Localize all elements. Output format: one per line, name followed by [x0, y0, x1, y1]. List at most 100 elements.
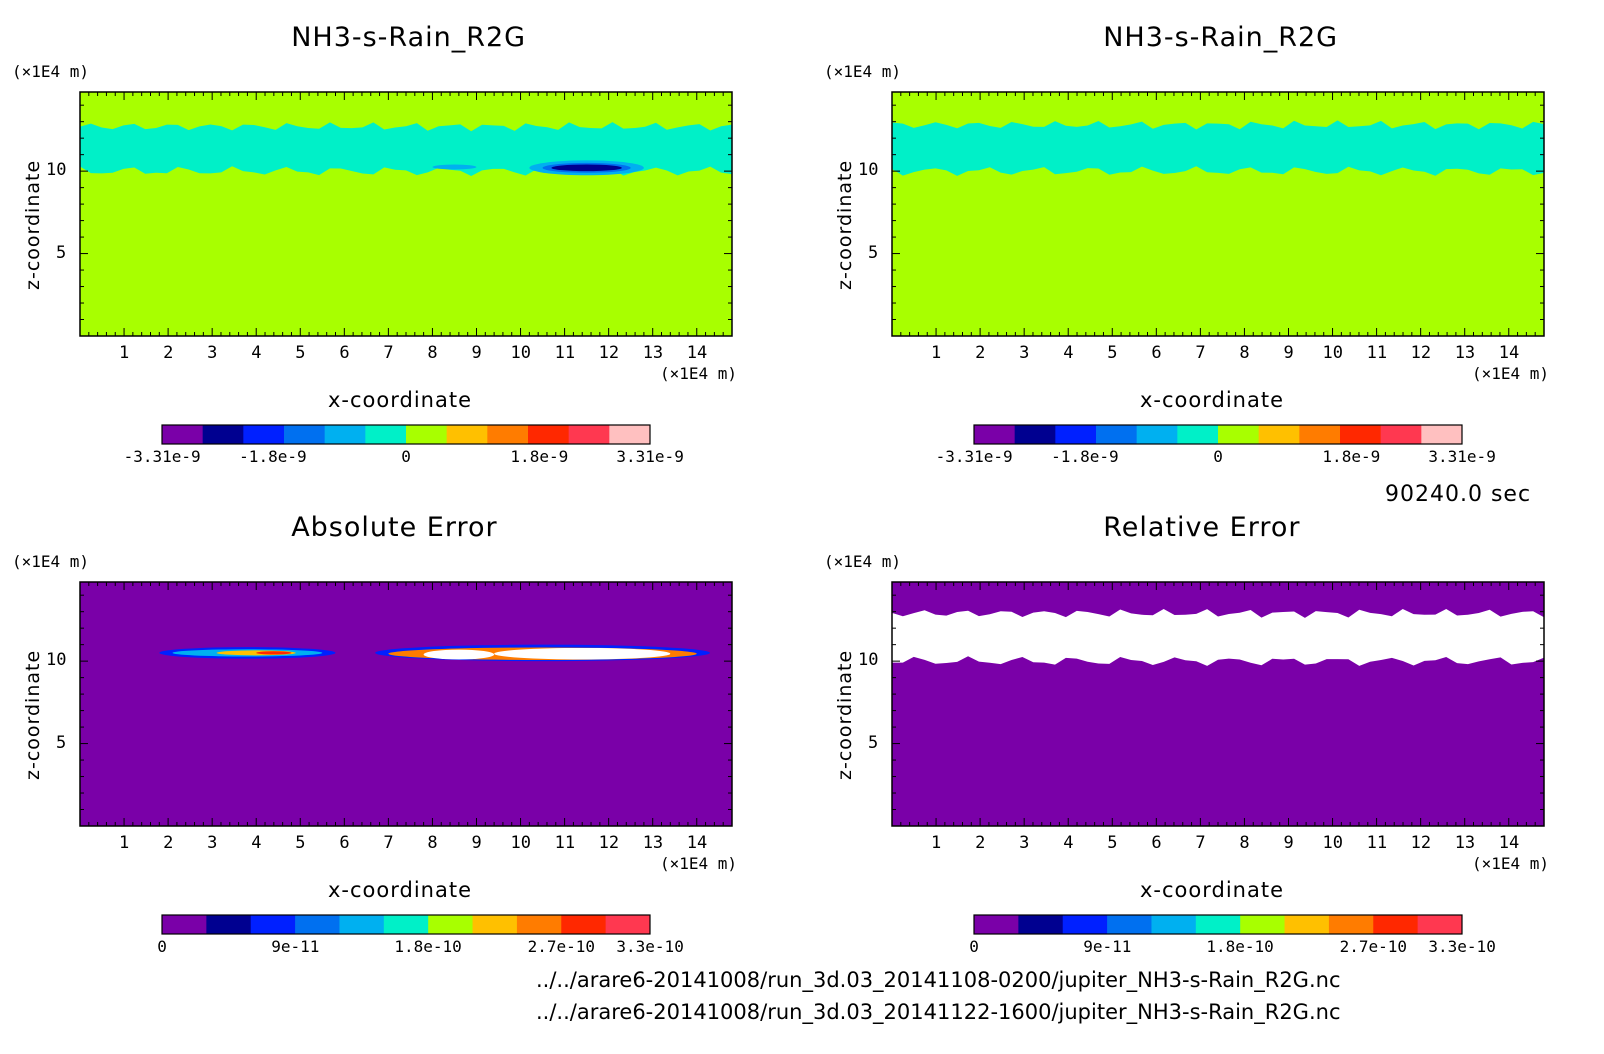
colorbar-swatch-navy	[206, 915, 252, 934]
x-tick-label: 9	[1283, 833, 1294, 853]
panel-title: Absolute Error	[291, 512, 498, 543]
colorbar-swatch-sky	[324, 425, 366, 444]
colorbar-swatch-red	[528, 425, 570, 444]
colorbar-label: 1.8e-10	[1206, 937, 1274, 956]
colorbar-label: 3.31e-9	[616, 447, 684, 466]
x-axis-label: x-coordinate	[328, 388, 473, 412]
y-unit-label: (×1E4 m)	[824, 62, 902, 81]
colorbar-swatch-orange	[487, 425, 529, 444]
x-tick-label: 14	[1498, 343, 1520, 363]
x-tick-label: 11	[1366, 833, 1388, 853]
colorbar-swatch-aqua	[365, 425, 407, 444]
colorbar-label: -3.31e-9	[123, 447, 201, 466]
colorbar-swatch-lime	[1218, 425, 1260, 444]
y-tick-label: 10	[858, 160, 879, 181]
colorbar-swatch-blue	[1055, 425, 1097, 444]
x-axis-label: x-coordinate	[1140, 388, 1285, 412]
contour-blob-6	[423, 649, 495, 660]
colorbar-swatch-gold	[1284, 915, 1330, 934]
contour-band-0	[892, 608, 1544, 666]
x-tick-label: 9	[1283, 343, 1294, 363]
x-tick-label: 10	[510, 343, 532, 363]
colorbar-frame	[161, 914, 651, 935]
x-tick-label: 14	[1498, 833, 1520, 853]
x-tick-label: 8	[1239, 343, 1250, 363]
x-tick-label: 8	[1239, 833, 1250, 853]
colorbar-swatch-sky	[1136, 425, 1178, 444]
panel-title: NH3-s-Rain_R2G	[1103, 22, 1339, 53]
x-tick-label: 3	[207, 833, 218, 853]
y-unit-label: (×1E4 m)	[824, 552, 902, 571]
colorbar-label: 3.31e-9	[1428, 447, 1496, 466]
colorbar-label: 0	[157, 937, 167, 956]
x-tick-label: 6	[339, 833, 350, 853]
x-tick-label: 14	[686, 343, 708, 363]
colorbar-swatch-blue	[243, 425, 285, 444]
x-tick-label: 1	[931, 833, 942, 853]
colorbar-swatch-navy	[202, 425, 244, 444]
colorbar-swatch-lime	[406, 425, 448, 444]
y-tick-label: 5	[868, 242, 879, 263]
x-tick-label: 5	[1107, 343, 1118, 363]
colorbar-swatch-orange	[1299, 425, 1341, 444]
colorbar-swatch-purple	[162, 425, 204, 444]
colorbar-label: 0	[969, 937, 979, 956]
x-axis-label: x-coordinate	[1140, 878, 1285, 902]
y-tick-label: 10	[858, 650, 879, 671]
colorbar-swatch-purple	[162, 915, 207, 934]
plot-background	[80, 582, 732, 826]
x-tick-label: 2	[163, 343, 174, 363]
colorbar-frame	[973, 424, 1463, 445]
x-tick-label: 1	[119, 833, 130, 853]
colorbar-label: 9e-11	[1083, 937, 1132, 956]
x-tick-label: 10	[510, 833, 532, 853]
contour-blob-3	[256, 651, 292, 655]
colorbar-swatch-azure	[284, 425, 326, 444]
colorbar-swatch-crimson	[1417, 915, 1463, 934]
colorbar-swatch-navy	[1014, 425, 1056, 444]
x-tick-label: 5	[295, 833, 306, 853]
x-tick-label: 14	[686, 833, 708, 853]
x-tick-label: 7	[383, 343, 394, 363]
colorbar-label: -1.8e-9	[239, 447, 307, 466]
colorbar-swatch-azure	[1096, 425, 1138, 444]
x-tick-label: 3	[1019, 343, 1030, 363]
y-axis-label: z-coordinate	[22, 649, 44, 780]
x-tick-label: 6	[339, 343, 350, 363]
y-axis-label: z-coordinate	[834, 649, 856, 780]
colorbar-swatch-gold	[472, 915, 518, 934]
x-axis-label: x-coordinate	[328, 878, 473, 902]
x-tick-label: 13	[642, 833, 664, 853]
y-tick-label: 5	[56, 732, 67, 753]
x-tick-label: 4	[1063, 833, 1074, 853]
colorbar-frame	[161, 424, 651, 445]
x-tick-label: 3	[207, 343, 218, 363]
panel-title: Relative Error	[1103, 512, 1301, 543]
colorbar-label: 0	[401, 447, 411, 466]
colorbar-swatch-azure	[295, 915, 340, 934]
x-tick-label: 9	[471, 343, 482, 363]
x-tick-label: 13	[642, 343, 664, 363]
x-tick-label: 2	[163, 833, 174, 853]
colorbar-label: 1.8e-9	[510, 447, 569, 466]
colorbar-swatch-aqua	[1195, 915, 1241, 934]
x-tick-label: 7	[383, 833, 394, 853]
file-path-2: ../../arare6-20141008/run_3d.03_20141122…	[536, 1000, 1341, 1024]
contour-blob-1	[432, 164, 477, 170]
x-tick-label: 2	[975, 833, 986, 853]
colorbar-swatch-purple	[974, 915, 1019, 934]
colorbar-label: 2.7e-10	[1339, 937, 1408, 956]
x-tick-label: 7	[1195, 343, 1206, 363]
x-tick-label: 9	[471, 833, 482, 853]
x-tick-label: 1	[931, 343, 942, 363]
x-tick-label: 12	[1410, 833, 1432, 853]
colorbar-swatch-crimson	[605, 915, 651, 934]
colorbar-swatch-orange	[1328, 915, 1374, 934]
panel-title: NH3-s-Rain_R2G	[291, 22, 527, 53]
x-tick-label: 12	[598, 343, 620, 363]
x-unit-label: (×1E4 m)	[660, 364, 738, 383]
colorbar-swatch-sky	[339, 915, 385, 934]
x-tick-label: 10	[1322, 833, 1344, 853]
colorbar-swatch-crimson	[1380, 425, 1422, 444]
y-tick-label: 10	[46, 650, 67, 671]
